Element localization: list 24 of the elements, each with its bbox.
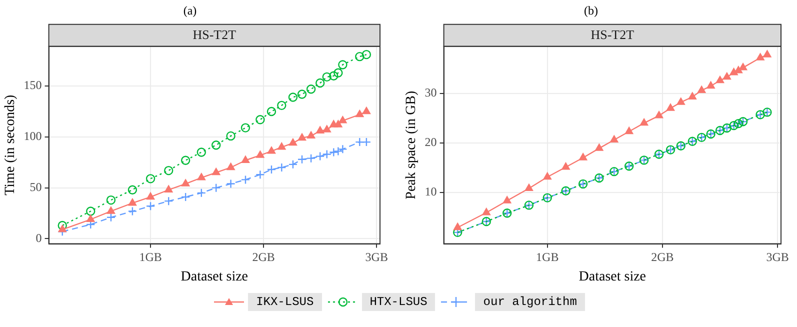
x-tick-label: 1GB — [139, 250, 162, 264]
y-tick-label: 10 — [424, 184, 437, 199]
chart-subtitle: HS-T2T — [590, 26, 634, 42]
y-tick-label: 0 — [36, 230, 42, 245]
x-tick-label: 2GB — [252, 250, 275, 264]
y-tick-label: 50 — [30, 180, 42, 194]
y-tick-label: 150 — [24, 78, 42, 92]
x-axis-title: Dataset size — [180, 269, 248, 284]
chart-subtitle: HS-T2T — [192, 26, 236, 42]
chart-title: (a) — [183, 3, 197, 18]
legend-label: IKX-LSUS — [248, 293, 322, 311]
x-tick-label: 2GB — [651, 250, 674, 264]
y-tick-label: 30 — [424, 86, 437, 100]
legend-label: HTX-LSUS — [362, 293, 436, 311]
x-tick-label: 3GB — [766, 250, 789, 264]
y-axis-title: Peak space (in GB) — [404, 90, 420, 200]
y-tick-label: 100 — [24, 129, 42, 144]
y-axis-title: Time (in seconds) — [3, 94, 18, 196]
x-tick-label: 3GB — [365, 250, 388, 264]
legend-label: our algorithm — [475, 293, 585, 311]
y-tick-label: 20 — [424, 135, 437, 150]
x-tick-label: 1GB — [536, 250, 559, 264]
chart-title: (b) — [584, 3, 598, 18]
x-axis-title: Dataset size — [578, 269, 646, 284]
